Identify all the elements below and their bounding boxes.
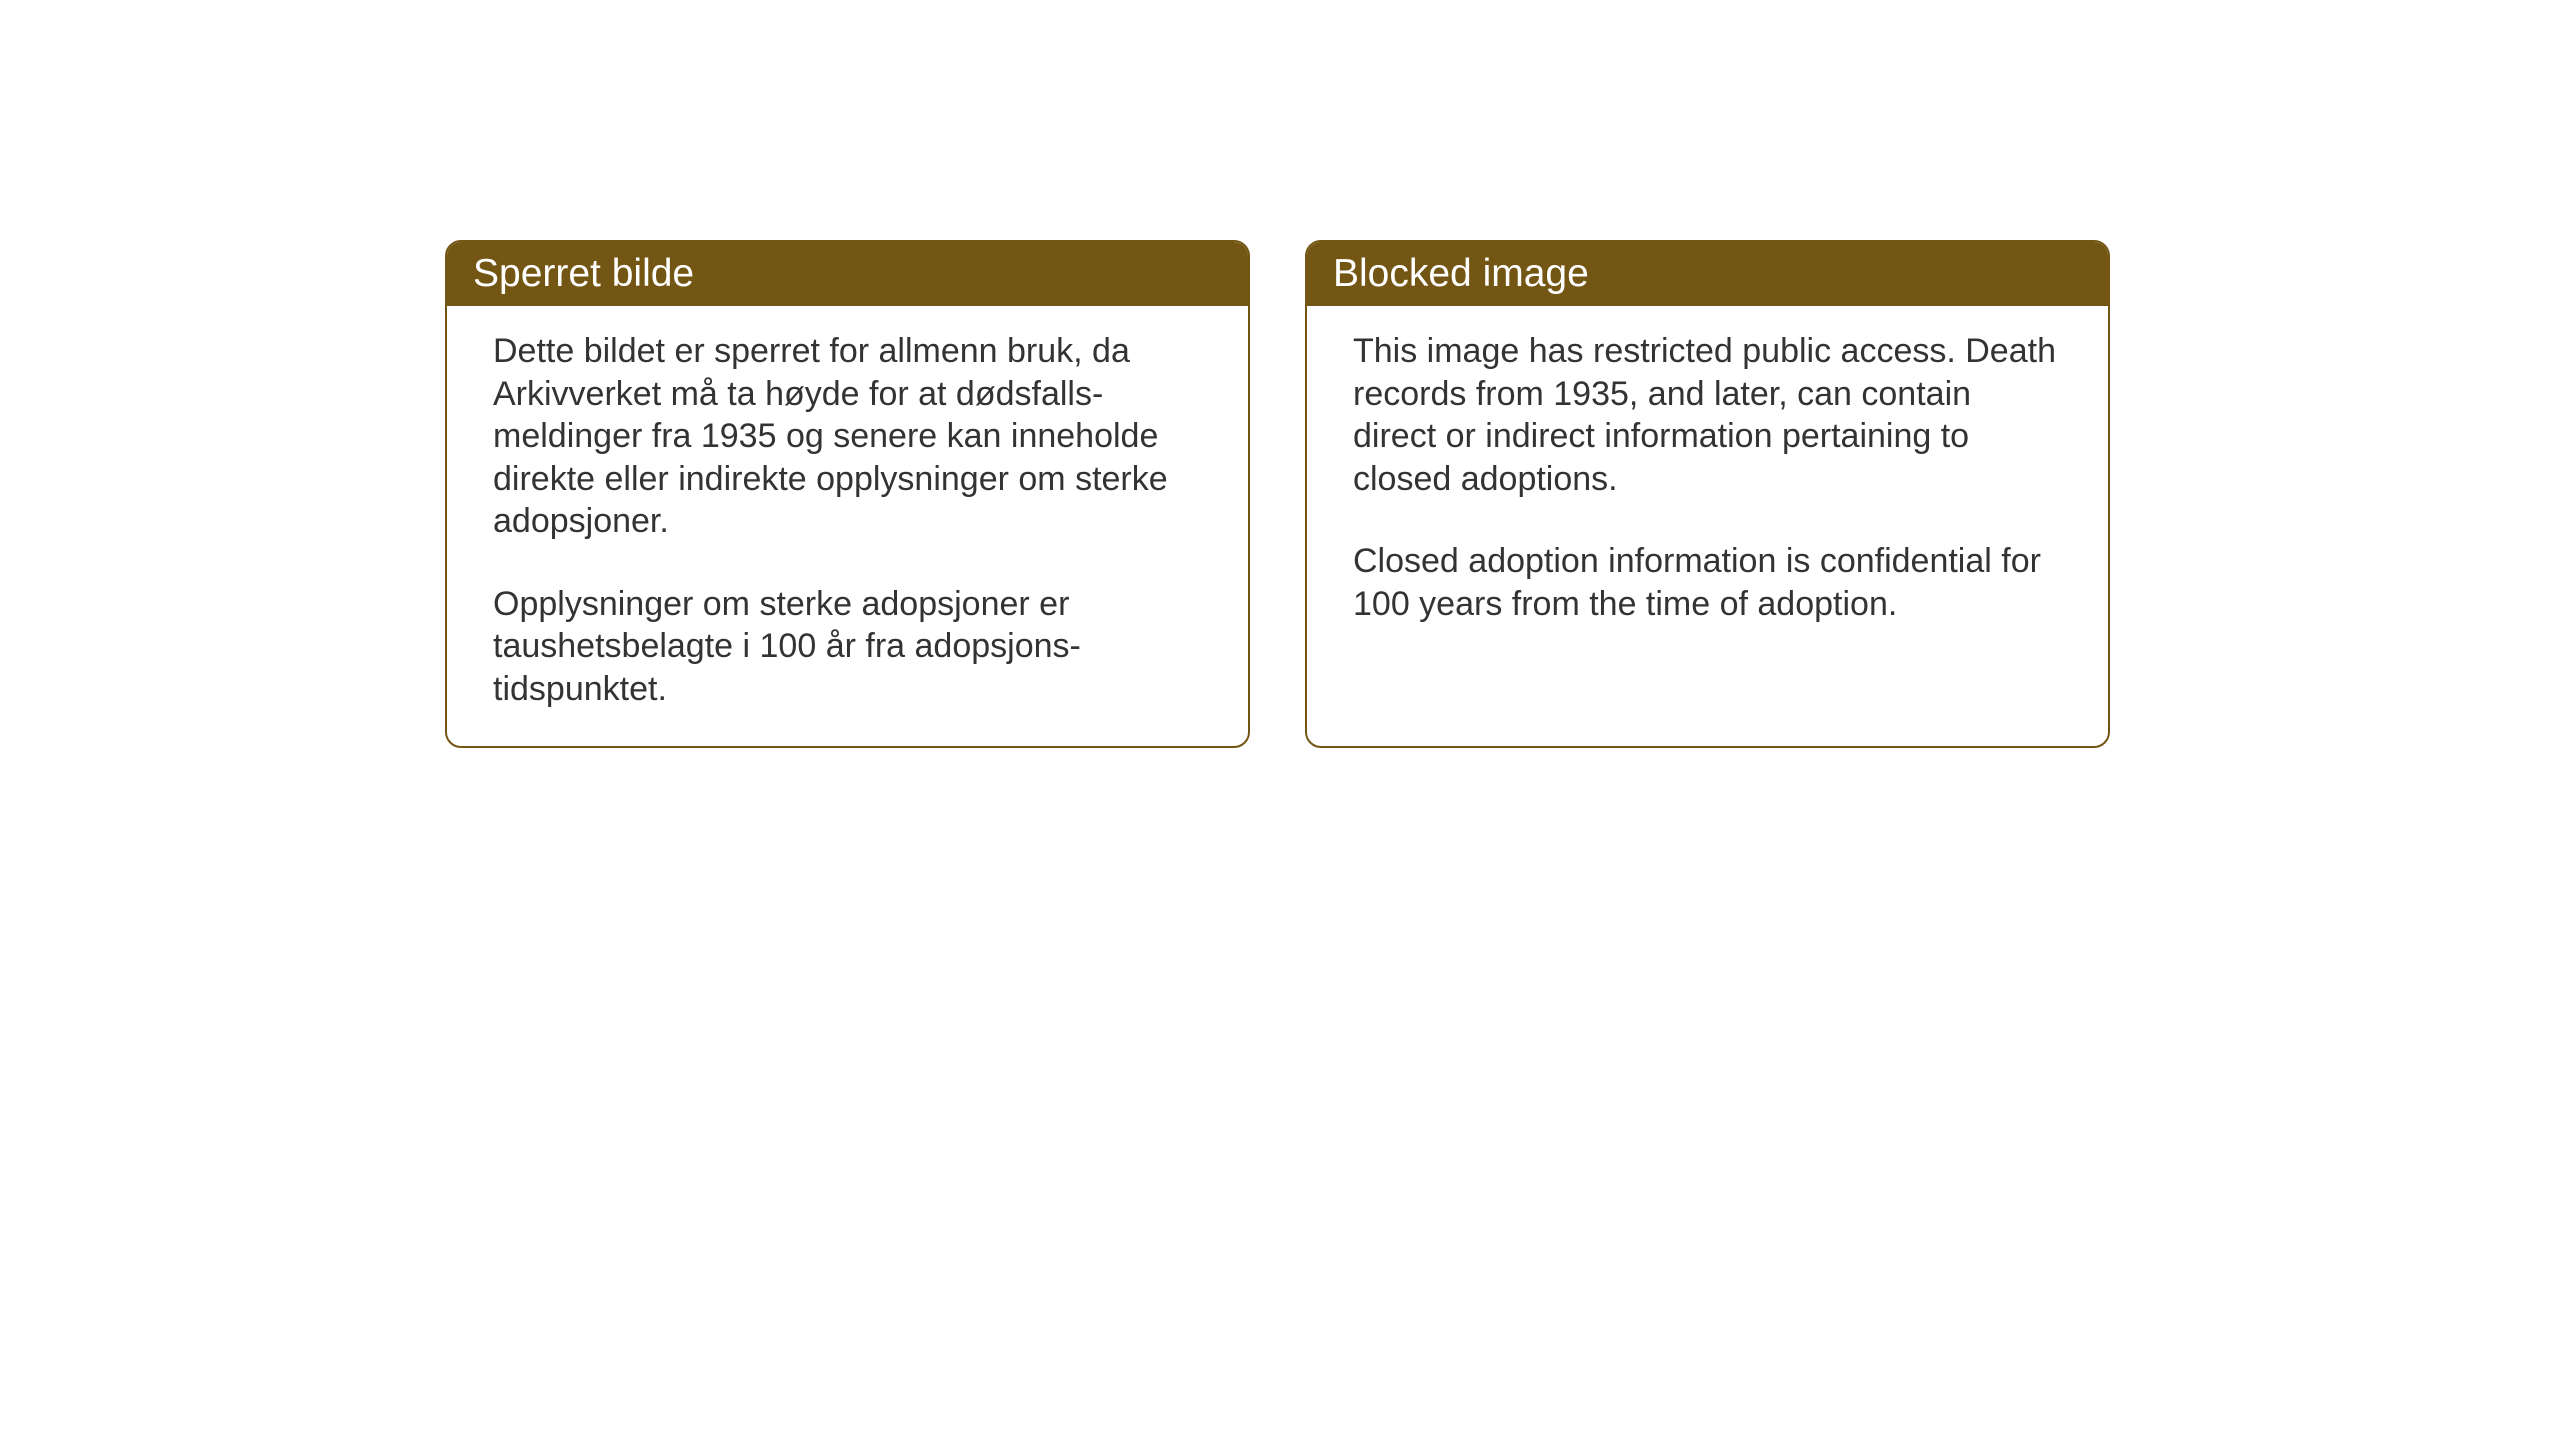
card-norwegian-body: Dette bildet er sperret for allmenn bruk…	[447, 306, 1248, 746]
card-english-body: This image has restricted public access.…	[1307, 306, 2108, 661]
card-norwegian-title: Sperret bilde	[473, 252, 694, 295]
card-norwegian-paragraph1: Dette bildet er sperret for allmenn bruk…	[493, 330, 1202, 543]
cards-container: Sperret bilde Dette bildet er sperret fo…	[445, 240, 2110, 748]
card-english: Blocked image This image has restricted …	[1305, 240, 2110, 748]
card-norwegian: Sperret bilde Dette bildet er sperret fo…	[445, 240, 1250, 748]
card-english-paragraph2: Closed adoption information is confident…	[1353, 540, 2062, 625]
card-english-header: Blocked image	[1307, 242, 2108, 306]
card-norwegian-paragraph2: Opplysninger om sterke adopsjoner er tau…	[493, 583, 1202, 711]
card-norwegian-header: Sperret bilde	[447, 242, 1248, 306]
card-english-paragraph1: This image has restricted public access.…	[1353, 330, 2062, 500]
card-english-title: Blocked image	[1333, 252, 1589, 295]
